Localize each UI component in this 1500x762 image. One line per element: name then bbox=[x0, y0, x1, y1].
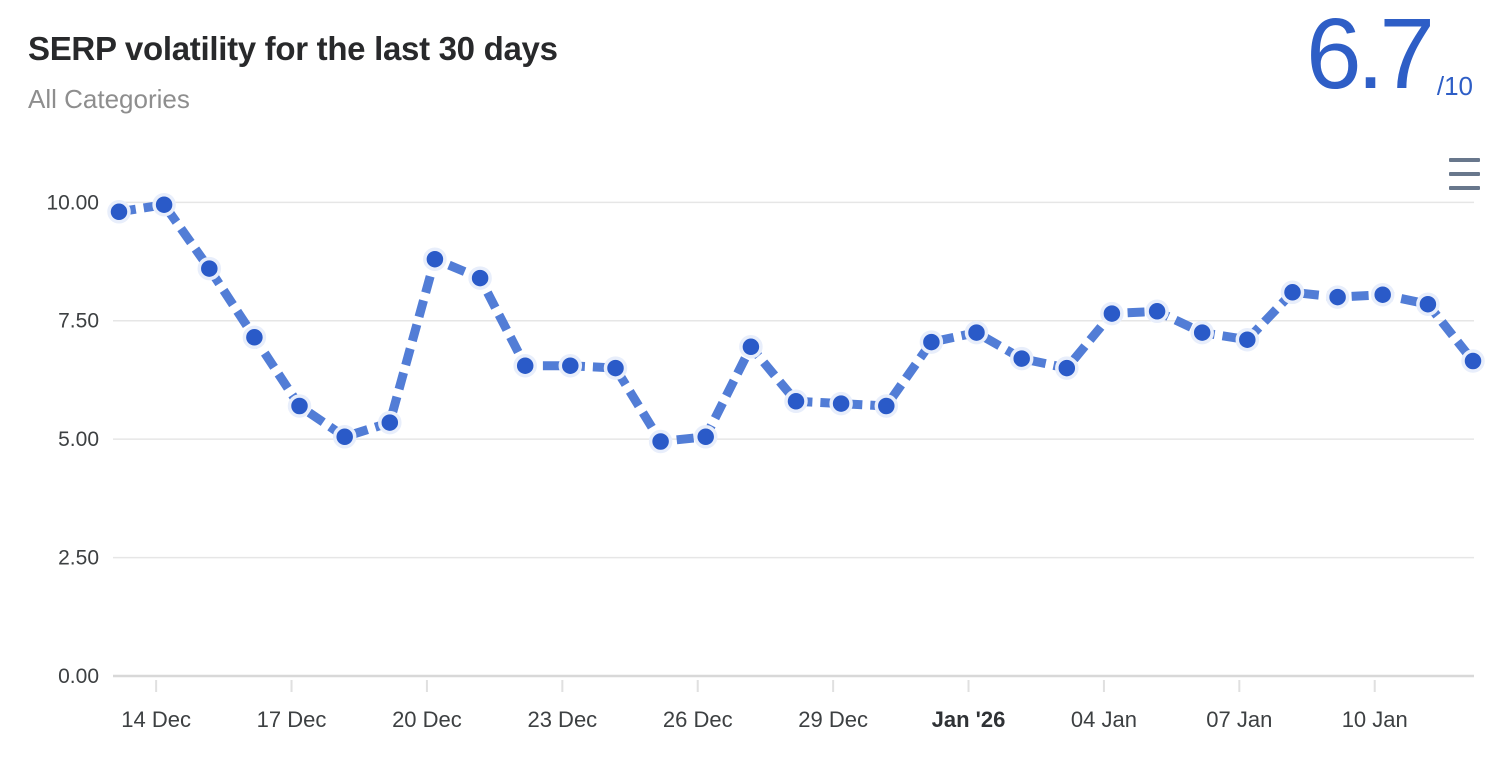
y-axis-label: 0.00 bbox=[58, 665, 99, 688]
y-axis-label: 10.00 bbox=[46, 191, 99, 214]
data-point[interactable] bbox=[1280, 280, 1305, 305]
score-scale-suffix: /10 bbox=[1436, 71, 1473, 101]
data-point[interactable] bbox=[152, 192, 176, 217]
data-point[interactable] bbox=[1325, 285, 1350, 309]
x-axis-label: 17 Dec bbox=[257, 707, 327, 732]
data-point[interactable] bbox=[107, 200, 131, 224]
data-point[interactable] bbox=[648, 429, 673, 454]
x-axis-label: 23 Dec bbox=[527, 707, 597, 732]
data-point[interactable] bbox=[1145, 299, 1169, 324]
y-axis-label: 2.50 bbox=[58, 547, 99, 570]
data-point[interactable] bbox=[964, 320, 989, 345]
x-axis-label: 10 Jan bbox=[1342, 707, 1408, 732]
x-axis-label: 07 Jan bbox=[1206, 707, 1272, 732]
data-point[interactable] bbox=[1235, 327, 1260, 352]
category-filter-label: All Categories bbox=[28, 84, 190, 114]
data-point[interactable] bbox=[1009, 346, 1034, 371]
x-axis-label: 20 Dec bbox=[392, 707, 462, 732]
x-axis-label: 14 Dec bbox=[121, 707, 191, 732]
data-point[interactable] bbox=[693, 425, 718, 449]
hamburger-menu-icon bbox=[1449, 186, 1480, 190]
x-axis-label: 29 Dec bbox=[798, 707, 868, 732]
data-point[interactable] bbox=[603, 356, 628, 380]
data-point[interactable] bbox=[1461, 349, 1485, 373]
score-value: 6.7 bbox=[1305, 0, 1435, 110]
data-point[interactable] bbox=[1370, 282, 1395, 307]
data-point[interactable] bbox=[287, 394, 312, 418]
data-point[interactable] bbox=[423, 247, 447, 271]
data-point[interactable] bbox=[739, 335, 763, 359]
data-point[interactable] bbox=[197, 256, 222, 281]
hamburger-menu-icon bbox=[1449, 158, 1480, 162]
data-point[interactable] bbox=[874, 394, 899, 418]
x-axis-label: 04 Jan bbox=[1071, 707, 1137, 732]
volatility-score: 6.7 /10 bbox=[1240, 0, 1500, 120]
data-point[interactable] bbox=[1100, 301, 1124, 326]
data-point[interactable] bbox=[784, 389, 808, 414]
data-point[interactable] bbox=[919, 330, 944, 354]
data-point[interactable] bbox=[558, 353, 583, 378]
data-point[interactable] bbox=[829, 391, 853, 416]
x-axis-label: Jan '26 bbox=[932, 707, 1006, 732]
hamburger-menu-icon bbox=[1449, 172, 1480, 176]
y-axis-label: 7.50 bbox=[58, 310, 99, 333]
page-title: SERP volatility for the last 30 days bbox=[28, 30, 558, 67]
data-point[interactable] bbox=[1416, 292, 1440, 316]
data-point[interactable] bbox=[1190, 320, 1214, 345]
data-point[interactable] bbox=[513, 353, 537, 378]
data-point[interactable] bbox=[468, 266, 492, 290]
chart-menu-button[interactable] bbox=[1443, 154, 1480, 194]
data-point[interactable] bbox=[332, 425, 357, 449]
data-point[interactable] bbox=[378, 410, 402, 435]
data-point[interactable] bbox=[1055, 356, 1079, 380]
x-axis-label: 26 Dec bbox=[663, 707, 733, 732]
y-axis-label: 5.00 bbox=[58, 428, 99, 451]
data-point[interactable] bbox=[242, 325, 267, 350]
